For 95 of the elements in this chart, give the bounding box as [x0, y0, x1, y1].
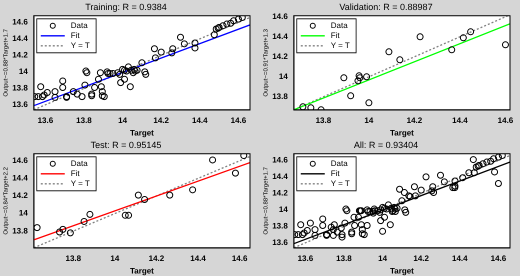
point — [396, 56, 404, 64]
point — [56, 228, 64, 236]
legend-label: Fit — [330, 31, 340, 40]
point — [416, 33, 424, 40]
legend-label: Y = T — [70, 179, 90, 188]
y-tick-label: 13.6 — [272, 238, 288, 248]
chart-title: Test: R = 0.95145 — [90, 140, 162, 150]
x-tick-label: 14 — [378, 254, 388, 263]
y-tick-label: 13.8 — [272, 92, 288, 102]
x-tick-label: 14.2 — [413, 254, 430, 263]
y-tick-label: 14.2 — [272, 52, 288, 62]
chart-title: All: R = 0.93404 — [354, 140, 418, 150]
y-tick-label: 13.6 — [12, 100, 28, 110]
y-tick-label: 14.4 — [12, 34, 28, 44]
legend-label: Data — [330, 21, 348, 30]
point — [363, 73, 370, 80]
x-axis-title: Target — [390, 266, 414, 276]
point — [502, 41, 509, 48]
chart-title: Validation: R = 0.88987 — [339, 2, 433, 12]
x-tick-label: 13.8 — [65, 254, 82, 263]
x-tick-label: 14.4 — [192, 116, 208, 125]
x-tick-label: 13.8 — [316, 116, 332, 125]
y-tick-label: 14 — [18, 67, 28, 76]
legend-label: Y = T — [330, 41, 350, 50]
point — [209, 156, 216, 164]
point — [448, 46, 456, 54]
point — [189, 186, 196, 194]
x-tick-label: 13.6 — [298, 254, 314, 263]
x-tick-label: 14 — [118, 116, 128, 125]
x-tick-label: 13.6 — [38, 116, 54, 125]
point — [125, 212, 132, 219]
point — [141, 196, 148, 203]
x-tick-label: 14.6 — [230, 116, 247, 125]
x-tick-label: 14 — [110, 254, 120, 263]
legend-label: Data — [70, 21, 88, 30]
y-tick-label: 14.2 — [272, 188, 288, 198]
y-tick-label: 13.8 — [12, 226, 28, 236]
x-tick-label: 13.8 — [76, 116, 92, 125]
point — [365, 99, 372, 106]
point — [86, 210, 94, 218]
y-tick-label: 14.4 — [272, 32, 288, 42]
y-tick-label: 14.2 — [12, 191, 28, 200]
point — [122, 212, 129, 219]
y-tick-label: 13.8 — [12, 84, 28, 93]
point — [232, 170, 239, 177]
y-tick-label: 14.6 — [12, 18, 28, 27]
chart-title: Training: R = 0.9384 — [85, 2, 167, 12]
y-tick-label: 14 — [278, 72, 288, 82]
point — [240, 154, 248, 160]
legend-label: Y = T — [330, 179, 350, 188]
y-tick-label: 13.8 — [272, 222, 288, 231]
x-axis-title: Target — [390, 128, 414, 138]
point — [66, 229, 74, 236]
legend-label: Data — [70, 159, 88, 168]
point — [134, 192, 142, 199]
legend-label: Fit — [330, 169, 340, 178]
x-tick-label: 14.6 — [498, 116, 514, 125]
x-tick-label: 14 — [364, 116, 374, 125]
point — [347, 92, 354, 100]
x-axis-title: Target — [130, 128, 154, 138]
legend-label: Data — [330, 159, 348, 168]
y-tick-label: 14.6 — [272, 12, 288, 22]
legend-label: Fit — [70, 169, 80, 178]
y-tick-label: 14.4 — [272, 172, 288, 182]
y-tick-label: 14 — [278, 205, 288, 214]
point — [80, 218, 88, 225]
x-tick-label: 14.4 — [452, 116, 468, 125]
y-tick-label: 14.6 — [12, 156, 28, 166]
x-tick-label: 14.2 — [153, 116, 170, 125]
x-tick-label: 14.6 — [490, 254, 507, 263]
point — [356, 72, 363, 80]
y-tick-label: 14.6 — [272, 156, 288, 165]
x-tick-label: 14.4 — [190, 254, 206, 263]
point — [354, 77, 362, 84]
x-tick-label: 14.4 — [452, 254, 468, 263]
point — [385, 48, 392, 56]
x-tick-label: 14.6 — [232, 254, 248, 263]
x-tick-label: 14.2 — [406, 116, 423, 125]
y-tick-label: 14.2 — [12, 50, 28, 60]
y-tick-label: 14 — [18, 208, 28, 218]
point — [166, 192, 174, 199]
point — [356, 74, 364, 82]
point — [460, 34, 467, 42]
x-tick-label: 14.2 — [148, 254, 165, 263]
legend-label: Y = T — [70, 41, 90, 50]
x-tick-label: 13.8 — [336, 254, 352, 263]
legend-label: Fit — [70, 31, 80, 40]
point — [307, 104, 314, 110]
point — [299, 103, 306, 110]
y-tick-label: 14.4 — [12, 174, 28, 183]
point — [59, 226, 66, 233]
point — [34, 224, 41, 232]
x-axis-title: Target — [130, 266, 154, 276]
point — [340, 74, 348, 82]
point — [467, 28, 474, 36]
